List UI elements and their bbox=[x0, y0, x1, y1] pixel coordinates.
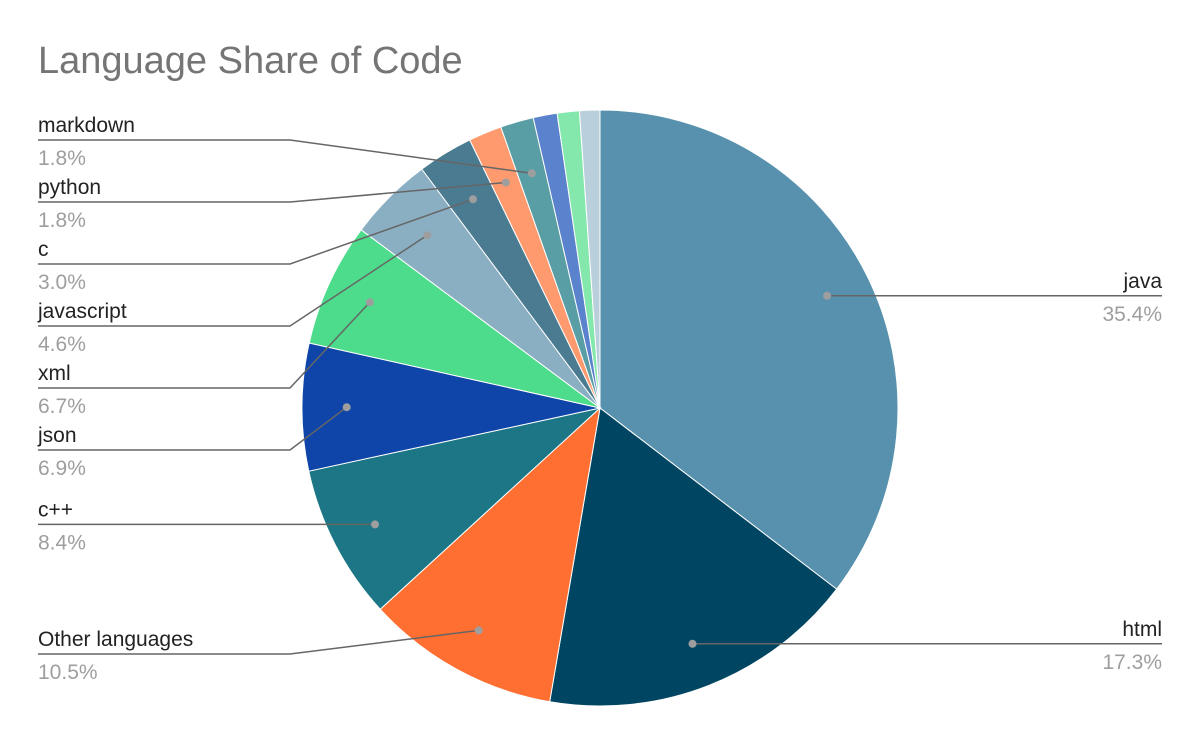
slice-labels: java 35.4% html 17.3% Other languages 10.5% c+… bbox=[37, 114, 1162, 684]
leader-dot-c bbox=[469, 195, 477, 204]
slice-label-c: c bbox=[38, 238, 49, 261]
leader-dot-c bbox=[371, 520, 379, 529]
slice-value-json: 6.9% bbox=[38, 457, 86, 480]
leader-dot-markdown bbox=[527, 169, 536, 178]
pie-slice-html bbox=[549, 407, 838, 707]
slice-value-c: 8.4% bbox=[38, 531, 86, 554]
leader-dot-python bbox=[501, 178, 510, 187]
leader-line-json bbox=[38, 406, 348, 451]
leader-line-xml bbox=[38, 301, 371, 389]
pie-slices bbox=[301, 109, 899, 707]
slice-value-xml: 6.7% bbox=[38, 395, 86, 418]
slice-label-xml: xml bbox=[38, 362, 71, 385]
pie-slice-unlabeled-12 bbox=[578, 109, 601, 409]
slice-value-javascript: 4.6% bbox=[38, 333, 86, 356]
leader-line-c bbox=[38, 198, 474, 265]
leader-line-python bbox=[38, 181, 506, 203]
leader-dot-java bbox=[823, 291, 832, 300]
leader-dot-json bbox=[342, 403, 351, 412]
slice-label-java: java bbox=[1122, 270, 1162, 293]
slice-label-python: python bbox=[38, 176, 101, 199]
slice-label-c: c++ bbox=[38, 498, 73, 521]
pie-slice-java bbox=[599, 109, 899, 590]
leader-dot-xml bbox=[365, 298, 374, 307]
slice-label-html: html bbox=[1122, 618, 1162, 641]
leader-line-javascript bbox=[38, 234, 428, 327]
slice-value-c: 3.0% bbox=[38, 271, 86, 294]
leader-dot-other-languages bbox=[474, 626, 483, 635]
slice-value-other-languages: 10.5% bbox=[38, 661, 98, 684]
leader-line-markdown bbox=[38, 139, 532, 175]
slice-label-markdown: markdown bbox=[38, 114, 135, 137]
pie-slice-json bbox=[301, 342, 601, 472]
leader-dot-html bbox=[688, 639, 697, 648]
leader-dot-javascript bbox=[423, 231, 432, 240]
slice-value-java: 35.4% bbox=[1102, 303, 1162, 326]
slice-value-python: 1.8% bbox=[38, 209, 86, 232]
slice-value-html: 17.3% bbox=[1102, 651, 1162, 674]
leader-line-other-languages bbox=[38, 629, 479, 655]
slice-label-json: json bbox=[37, 424, 77, 447]
slice-label-javascript: javascript bbox=[37, 300, 127, 323]
pie-slice-xml bbox=[308, 229, 601, 409]
pie-slice-c bbox=[308, 407, 602, 610]
slice-label-other-languages: Other languages bbox=[38, 628, 193, 651]
pie-slice-other-languages bbox=[379, 406, 601, 703]
leader-lines bbox=[38, 139, 1162, 655]
chart-title: Language Share of Code bbox=[38, 40, 463, 82]
slice-value-markdown: 1.8% bbox=[38, 147, 86, 170]
